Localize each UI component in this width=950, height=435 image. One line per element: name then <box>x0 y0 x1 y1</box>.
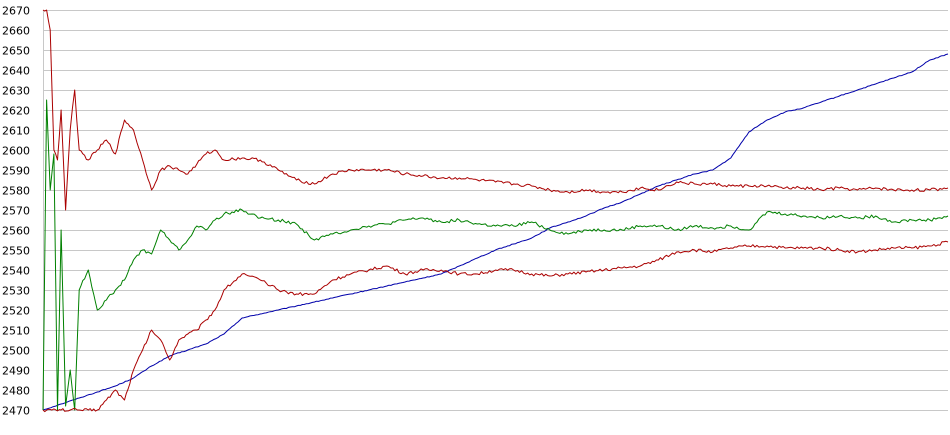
y-tick-label: 2540 <box>2 265 30 278</box>
y-tick-label: 2470 <box>2 405 30 418</box>
series-line-4 <box>42 240 949 413</box>
y-tick-label: 2560 <box>2 225 30 238</box>
y-tick-label: 2640 <box>2 65 30 78</box>
y-tick-label: 2610 <box>2 125 30 138</box>
series-line-2 <box>42 99 949 411</box>
series-group <box>42 9 949 413</box>
y-tick-label: 2520 <box>2 305 30 318</box>
y-tick-label: 2650 <box>2 45 30 58</box>
y-tick-label: 2570 <box>2 205 30 218</box>
y-tick-label: 2630 <box>2 85 30 98</box>
y-tick-label: 2590 <box>2 165 30 178</box>
grid-lines <box>43 10 948 411</box>
y-tick-label: 2490 <box>2 365 30 378</box>
y-tick-label: 2500 <box>2 345 30 358</box>
y-tick-label: 2530 <box>2 285 30 298</box>
y-axis-tick-labels: 2670 2660 2650 2640 2630 2620 2610 2600 2590 2580… <box>2 5 30 418</box>
y-tick-label: 2550 <box>2 245 30 258</box>
series-line-3 <box>42 9 949 211</box>
y-tick-label: 2480 <box>2 385 30 398</box>
y-tick-label: 2660 <box>2 25 30 38</box>
y-tick-label: 2620 <box>2 105 30 118</box>
series-line-1 <box>42 53 949 411</box>
y-tick-label: 2600 <box>2 145 30 158</box>
y-tick-label: 2510 <box>2 325 30 338</box>
y-tick-label: 2670 <box>2 5 30 18</box>
y-tick-label: 2580 <box>2 185 30 198</box>
